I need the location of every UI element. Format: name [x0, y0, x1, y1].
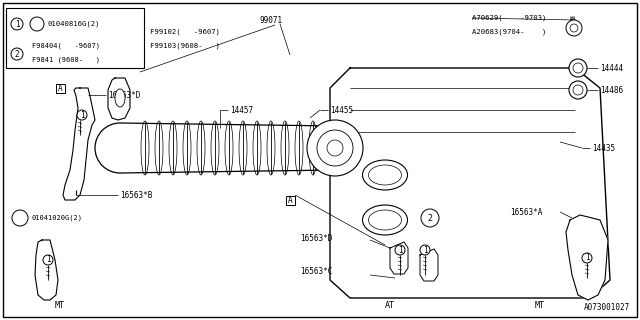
Polygon shape [35, 240, 58, 300]
Text: 1: 1 [45, 255, 51, 265]
Text: 1: 1 [397, 245, 403, 254]
Text: A70629(    -9703): A70629( -9703) [472, 15, 547, 21]
Circle shape [307, 120, 363, 176]
Circle shape [569, 59, 587, 77]
Circle shape [77, 110, 87, 120]
Circle shape [43, 255, 53, 265]
Ellipse shape [115, 89, 125, 107]
Text: 16563*D: 16563*D [300, 234, 332, 243]
Text: 16563*A: 16563*A [510, 207, 542, 217]
Text: 99071: 99071 [260, 15, 283, 25]
Text: 16563*C: 16563*C [300, 268, 332, 276]
Text: 14444: 14444 [600, 63, 623, 73]
Circle shape [420, 245, 430, 255]
Circle shape [570, 24, 578, 32]
Text: A: A [288, 196, 292, 204]
Text: MT: MT [535, 300, 545, 309]
Text: AT: AT [385, 300, 395, 309]
Text: A073001027: A073001027 [584, 303, 630, 312]
Text: 14457: 14457 [230, 106, 253, 115]
Text: 14455: 14455 [330, 106, 353, 115]
Text: 1: 1 [585, 253, 589, 262]
Ellipse shape [362, 205, 408, 235]
Text: B: B [34, 20, 38, 28]
Circle shape [11, 18, 23, 30]
Polygon shape [63, 88, 95, 200]
Circle shape [421, 209, 439, 227]
Text: B: B [18, 213, 22, 222]
Circle shape [582, 253, 592, 263]
Circle shape [30, 17, 44, 31]
Circle shape [12, 210, 28, 226]
Circle shape [569, 81, 587, 99]
Circle shape [395, 245, 405, 255]
Text: 16563*B: 16563*B [120, 190, 152, 199]
Polygon shape [390, 242, 408, 274]
Circle shape [327, 140, 343, 156]
Text: 1: 1 [15, 20, 19, 28]
Circle shape [317, 130, 353, 166]
Text: 1: 1 [80, 110, 84, 119]
Polygon shape [330, 68, 610, 298]
Ellipse shape [362, 160, 408, 190]
Text: F9841 (9608-   ): F9841 (9608- ) [32, 57, 100, 63]
Text: F99102(   -9607): F99102( -9607) [150, 29, 220, 35]
Bar [56, 84, 65, 92]
Text: 14486: 14486 [600, 85, 623, 94]
Polygon shape [566, 215, 608, 300]
Text: 01040816G(2): 01040816G(2) [48, 21, 100, 27]
Bar [285, 196, 294, 204]
Text: 2: 2 [428, 213, 433, 222]
Circle shape [573, 85, 583, 95]
Text: F98404(   -9607): F98404( -9607) [32, 43, 100, 49]
Ellipse shape [369, 210, 401, 230]
Text: 01041020G(2): 01041020G(2) [31, 215, 82, 221]
Text: MT: MT [55, 300, 65, 309]
Text: 16563*D: 16563*D [108, 91, 140, 100]
Circle shape [11, 48, 23, 60]
Text: A20683(9704-    ): A20683(9704- ) [472, 29, 547, 35]
Text: F99103(9608-   ): F99103(9608- ) [150, 43, 220, 49]
Ellipse shape [369, 165, 401, 185]
Bar [6, 8, 144, 68]
Text: 1: 1 [422, 245, 428, 254]
Circle shape [566, 20, 582, 36]
Text: 2: 2 [15, 50, 19, 59]
Polygon shape [108, 78, 130, 120]
Circle shape [573, 63, 583, 73]
Text: A: A [58, 84, 62, 92]
Polygon shape [420, 249, 438, 281]
Text: 14435: 14435 [592, 143, 615, 153]
